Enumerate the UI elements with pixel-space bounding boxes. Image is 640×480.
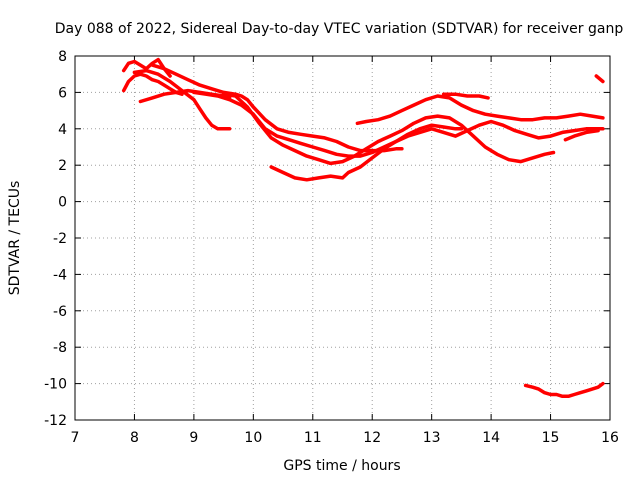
grid [75,56,610,420]
y-tick-label: -2 [53,231,67,247]
plot-frame [74,55,611,421]
x-tick-label: 16 [601,430,619,446]
y-tick-label: -6 [53,304,67,320]
y-tick-label: 8 [58,49,67,65]
y-axis-label: SDTVAR / TECUs [7,181,23,296]
x-tick-label: 10 [244,430,262,446]
y-tick-label: 2 [58,158,67,174]
y-tick-label: 0 [58,195,67,211]
y-tick-label: 6 [58,85,67,101]
y-tick-label: -12 [44,413,67,429]
y-tick-label: -4 [53,267,67,283]
series-line-track-8 [269,119,605,182]
y-tick-label: -8 [53,340,67,356]
x-tick-label: 7 [71,430,80,446]
y-tick-label: 4 [58,122,67,138]
series-line-track-13 [523,381,605,399]
series-group [121,57,605,399]
series-line-track-3 [132,68,232,131]
x-tick-label: 12 [363,430,381,446]
x-tick-label: 9 [189,430,198,446]
x-tick-label: 8 [130,430,139,446]
x-tick-label: 14 [482,430,500,446]
x-tick-label: 13 [423,430,441,446]
y-tick-label: -10 [44,377,67,393]
axis-ticks: 7 8 9 10 11 12 13 14 15 16 -12 -10 -8 -6 -4 -2 0 2 4 6 8 [44,49,619,446]
series-line-track-12 [594,74,605,84]
series-line-track-2 [121,72,184,96]
series-line-track-11 [563,128,600,142]
series-line-track-1 [121,57,172,78]
x-tick-label: 15 [542,430,560,446]
x-axis-label: GPS time / hours [283,458,400,474]
x-tick-label: 11 [304,430,322,446]
series-line-track-9 [355,94,605,126]
chart-title: Day 088 of 2022, Sidereal Day-to-day VTE… [55,21,624,37]
series-line-track-10 [441,92,490,100]
series-line-track-7 [221,92,556,166]
series-line-track-6 [192,90,464,158]
